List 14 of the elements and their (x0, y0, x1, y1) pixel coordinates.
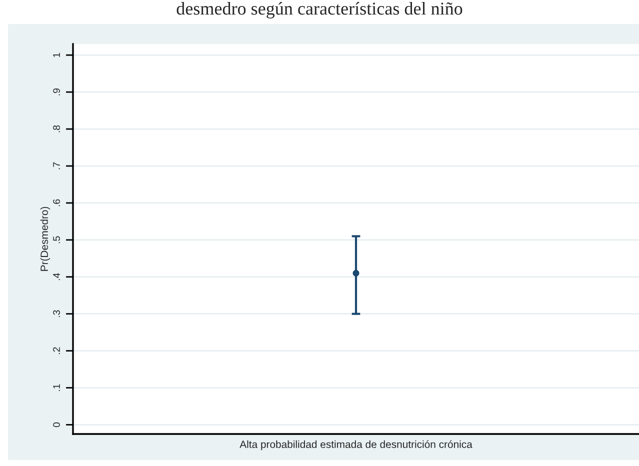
y-tick-label: .6 (53, 199, 60, 206)
chart-title: desmedro según características del niño (176, 2, 462, 18)
y-tick-label: .7 (53, 162, 60, 170)
y-tick-label: .2 (53, 347, 60, 354)
y-tick-label: 0 (53, 422, 60, 428)
y-tick-label: .4 (53, 273, 60, 280)
y-tick-label: .1 (53, 384, 60, 391)
y-tick-label: 1 (53, 52, 60, 58)
y-tick-label: .3 (53, 310, 60, 318)
x-axis-title: Alta probabilidad estimada de desnutrición crónica (240, 440, 472, 450)
y-tick-label: .9 (53, 88, 60, 96)
y-axis-title: Pr(Desmedro) (40, 206, 50, 271)
y-tick-label: .8 (53, 125, 60, 132)
y-tick-label: .5 (53, 236, 60, 244)
